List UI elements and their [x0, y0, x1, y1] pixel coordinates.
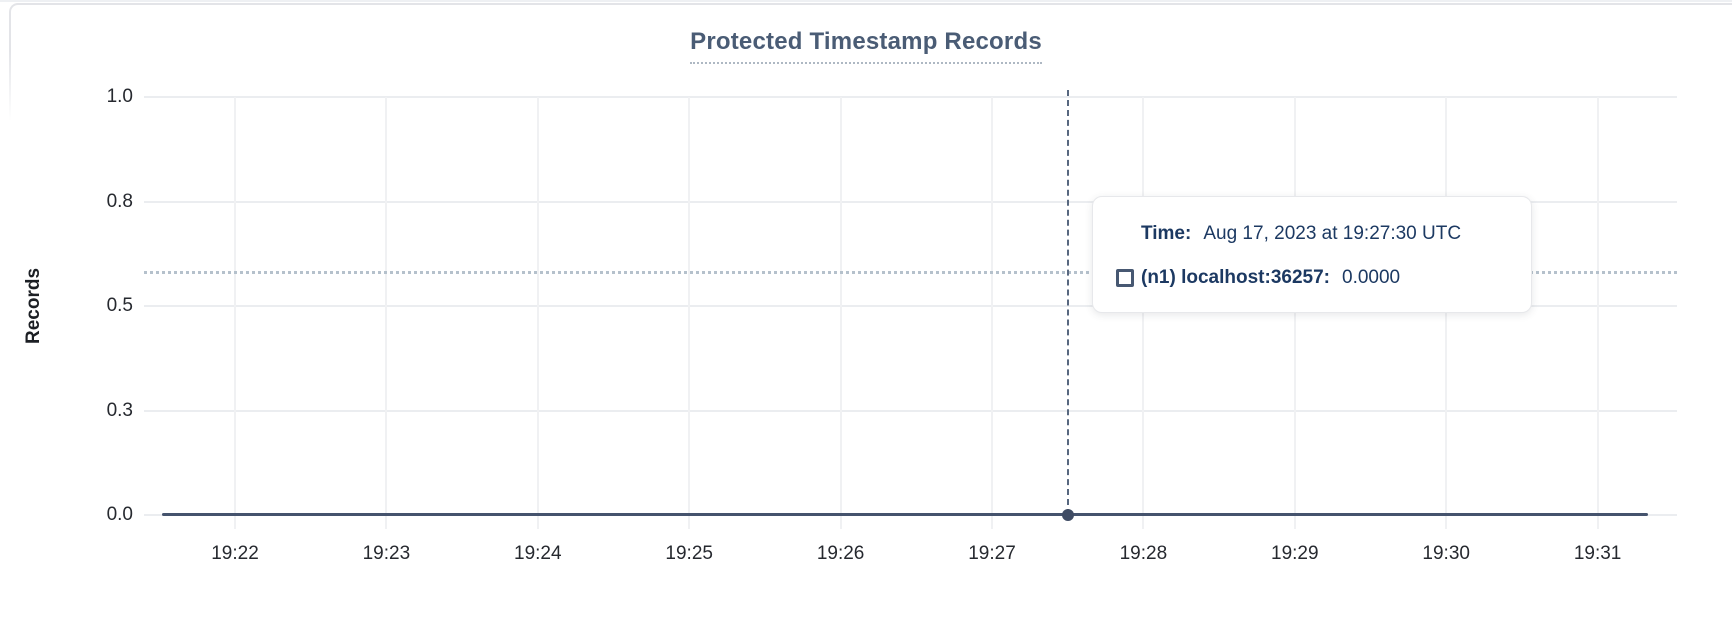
page-background-strip — [0, 0, 1732, 2]
chart-title[interactable]: Protected Timestamp Records — [690, 28, 1042, 64]
y-gridline — [144, 409, 1677, 412]
y-gridline — [144, 96, 1677, 98]
tooltip-time-label: Time: — [1141, 223, 1192, 244]
hover-tooltip: Time: Aug 17, 2023 at 19:27:30 UTC (n1) … — [1092, 196, 1532, 313]
x-tick-label: 19:31 — [1573, 543, 1622, 564]
x-tick-label: 19:29 — [1271, 543, 1319, 564]
x-gridline — [1596, 97, 1599, 529]
y-tick-label: 0.0 — [106, 504, 133, 525]
y-tick-label: 0.8 — [106, 190, 133, 212]
x-gridline — [991, 97, 993, 529]
card-border-fade — [9, 51, 11, 121]
x-tick-label: 19:27 — [968, 543, 1016, 564]
x-tick-label: 19:23 — [362, 543, 411, 564]
x-tick-label: 19:22 — [211, 543, 259, 564]
tooltip-series-row: (n1) localhost:36257: 0.0000 — [1116, 266, 1511, 290]
legend-square-icon — [1116, 269, 1134, 287]
tooltip-series-label: (n1) localhost:36257: — [1141, 267, 1330, 288]
x-tick-label: 19:26 — [816, 543, 865, 564]
x-gridline — [234, 97, 236, 529]
y-tick-label: 0.3 — [106, 399, 133, 421]
y-tick-label: 1.0 — [106, 86, 133, 107]
x-gridline — [385, 97, 388, 529]
y-gridline — [144, 305, 1677, 307]
x-gridline — [1445, 97, 1448, 529]
chart-header: Protected Timestamp Records — [0, 28, 1732, 64]
x-tick-label: 19:25 — [665, 543, 713, 564]
tooltip-time-row: Time: Aug 17, 2023 at 19:27:30 UTC — [1116, 222, 1511, 246]
tooltip-time-value: Aug 17, 2023 at 19:27:30 UTC — [1203, 223, 1462, 244]
tooltip-series-value: 0.0000 — [1342, 267, 1401, 288]
crosshair-vertical — [1067, 90, 1069, 515]
hover-point-dot — [1062, 509, 1074, 521]
series-line — [162, 513, 1648, 516]
x-gridline — [839, 97, 842, 529]
x-gridline — [1142, 97, 1145, 529]
x-gridline — [688, 97, 691, 529]
x-gridline — [1293, 97, 1296, 529]
x-tick-label: 19:24 — [514, 543, 562, 564]
x-gridline — [536, 97, 539, 529]
y-tick-label: 0.5 — [106, 295, 133, 316]
y-gridline — [144, 200, 1677, 203]
x-tick-label: 19:28 — [1119, 543, 1168, 564]
mouse-guideline-horizontal — [144, 271, 1677, 274]
x-tick-label: 19:30 — [1422, 543, 1470, 564]
plot-area[interactable] — [144, 90, 1677, 529]
